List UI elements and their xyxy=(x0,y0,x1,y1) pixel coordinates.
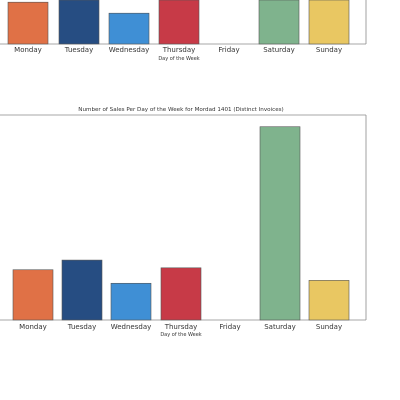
chart-bottom-bar-tuesday xyxy=(61,259,103,321)
chart-bottom-bar-saturday xyxy=(259,126,301,321)
chart-bottom-bar-thursday xyxy=(160,267,202,321)
chart-top-tick-friday: Friday xyxy=(218,46,239,54)
chart-top: Monday Tuesday Wednesday Thursday Friday Satu… xyxy=(0,0,367,62)
chart-bottom-tick-monday: Monday xyxy=(19,323,47,331)
chart-top-bar-wednesday xyxy=(108,12,150,45)
chart-bottom-tick-thursday: Thursday xyxy=(164,323,198,331)
chart-top-tick-saturday: Saturday xyxy=(263,46,295,54)
chart-bottom-bar-sunday xyxy=(308,280,350,321)
chart-top-bar-monday xyxy=(7,1,49,45)
chart-bottom-tick-sunday: Sunday xyxy=(316,323,342,331)
chart-bottom: Number of Sales Per Day of the Week for … xyxy=(0,107,367,338)
chart-top-bar-sunday xyxy=(308,0,350,45)
chart-bottom-bar-wednesday xyxy=(110,282,152,321)
chart-top-bar-thursday xyxy=(158,0,200,45)
chart-bottom-tick-saturday: Saturday xyxy=(264,323,296,331)
chart-bottom-xlabel: Day of the Week xyxy=(160,332,201,338)
chart-top-tick-thursday: Thursday xyxy=(162,46,196,54)
chart-bottom-tick-wednesday: Wednesday xyxy=(111,323,152,331)
chart-bottom-tick-friday: Friday xyxy=(219,323,240,331)
chart-top-xlabel: Day of the Week xyxy=(158,56,199,62)
chart-bottom-title: Number of Sales Per Day of the Week for … xyxy=(78,107,283,113)
chart-top-bar-saturday xyxy=(258,0,300,45)
chart-bottom-tick-tuesday: Tuesday xyxy=(67,323,96,331)
chart-top-tick-monday: Monday xyxy=(14,46,42,54)
chart-top-tick-sunday: Sunday xyxy=(316,46,342,54)
chart-top-bar-tuesday xyxy=(58,0,100,45)
chart-bottom-bar-monday xyxy=(12,269,54,321)
chart-top-tick-wednesday: Wednesday xyxy=(109,46,150,54)
chart-top-tick-tuesday: Tuesday xyxy=(64,46,93,54)
